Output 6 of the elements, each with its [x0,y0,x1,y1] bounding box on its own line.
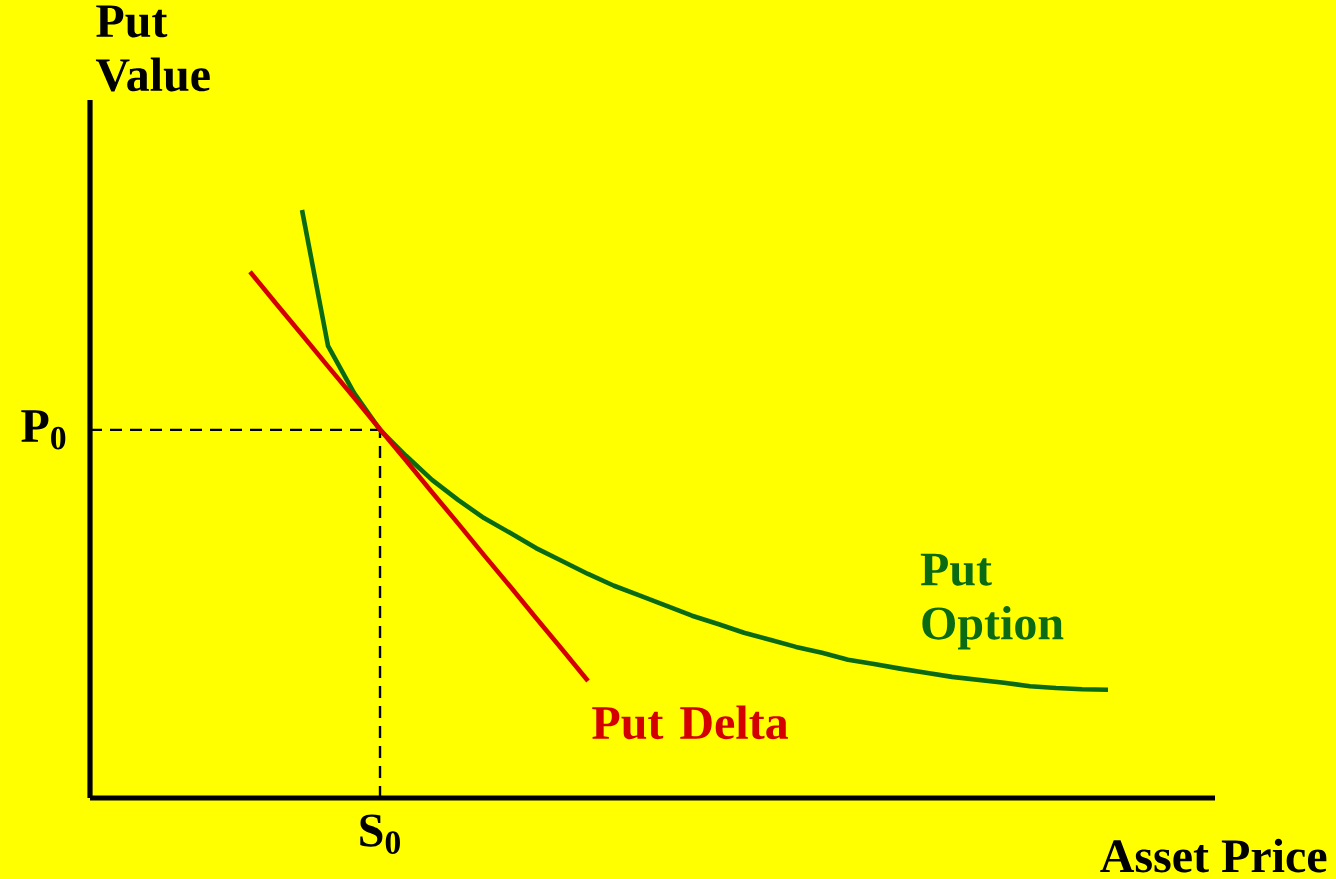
y-axis-title: Put Value [95,5,210,92]
ref-line-label: P$_{0}$ [21,410,66,450]
series-label: Put Delta [592,705,788,740]
text: S$_{0}$ [360,814,400,854]
series-label: Put Option [920,553,1064,650]
x-axis-title: Asset Price [1100,838,1327,873]
